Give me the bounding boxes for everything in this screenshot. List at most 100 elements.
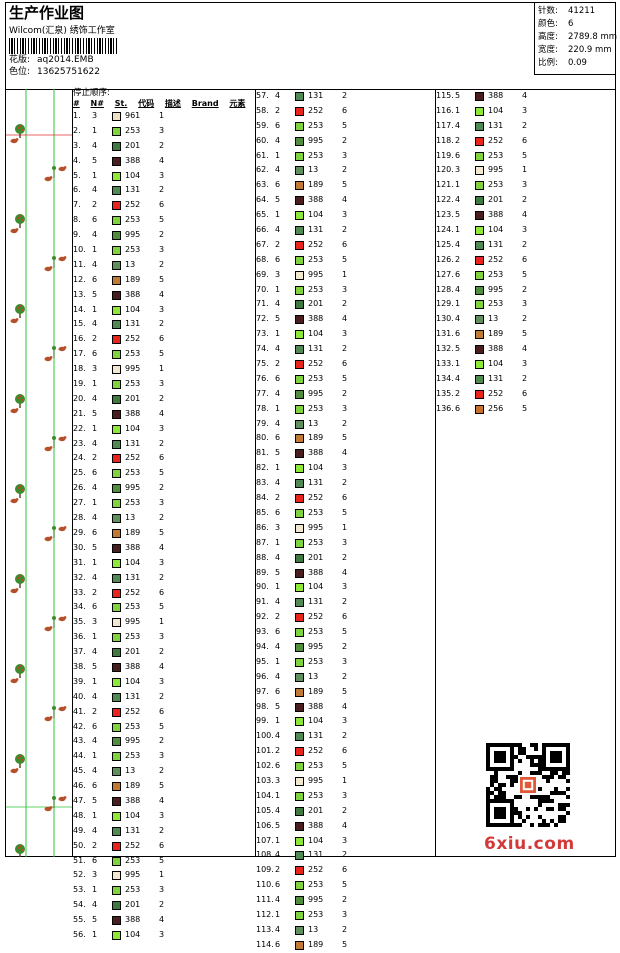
element-number: 3	[342, 463, 348, 473]
color-swatch	[112, 930, 121, 940]
element-number: 2	[342, 850, 348, 860]
color-code: 104	[125, 170, 141, 180]
stop-sequence-column-3: 115. 5 388 4 116. 1 104 3 117. 4 131 2 118. 2 252 6 119.…	[435, 89, 616, 857]
color-code: 253	[125, 885, 141, 895]
needle-number: 2	[275, 612, 281, 622]
table-row: 11. 4 13 2	[72, 258, 255, 273]
element-number: 5	[159, 215, 165, 225]
row-number: 119.	[436, 150, 454, 160]
element-number: 6	[159, 840, 165, 850]
color-code: 104	[308, 210, 324, 220]
color-code: 13	[308, 165, 319, 175]
color-code: 253	[125, 751, 141, 761]
table-row: 98. 5 388 4	[255, 700, 435, 715]
needle-number: 4	[275, 135, 281, 145]
color-code: 995	[308, 135, 324, 145]
row-number: 97.	[256, 686, 269, 696]
element-number: 2	[342, 225, 348, 235]
table-row: 67. 2 252 6	[255, 238, 435, 253]
table-row: 111. 4 995 2	[255, 893, 435, 908]
table-row: 30. 5 388 4	[72, 541, 255, 556]
element-number: 3	[342, 403, 348, 413]
needle-number: 1	[275, 150, 281, 160]
color-code: 253	[308, 403, 324, 413]
color-code: 131	[488, 373, 504, 383]
needle-number: 5	[92, 542, 98, 552]
element-number: 4	[522, 91, 528, 100]
color-code: 995	[125, 870, 141, 880]
color-swatch	[475, 285, 484, 295]
color-swatch	[475, 196, 484, 206]
table-row: 65. 1 104 3	[255, 208, 435, 223]
element-number: 4	[159, 155, 165, 165]
row-number: 63.	[256, 180, 269, 190]
color-swatch	[475, 345, 484, 355]
color-swatch	[475, 360, 484, 370]
needle-number: 1	[92, 170, 98, 180]
row-number: 38.	[73, 661, 86, 671]
needle-number: 6	[92, 781, 98, 791]
row-number: 133.	[436, 359, 454, 369]
qr-code	[486, 743, 570, 827]
element-number: 5	[159, 602, 165, 612]
element-number: 5	[342, 880, 348, 890]
color-code: 131	[488, 239, 504, 249]
color-code: 253	[308, 120, 324, 130]
element-number: 2	[159, 319, 165, 329]
needle-number: 1	[275, 329, 281, 339]
table-row: 90. 1 104 3	[255, 580, 435, 595]
element-number: 5	[159, 468, 165, 478]
table-row: 68. 6 253 5	[255, 253, 435, 268]
element-number: 2	[342, 91, 348, 100]
element-number: 1	[342, 522, 348, 532]
color-code: 253	[308, 656, 324, 666]
table-row: 49. 4 131 2	[72, 824, 255, 839]
color-code: 995	[308, 775, 324, 785]
table-row: 24. 2 252 6	[72, 451, 255, 466]
element-number: 1	[159, 870, 165, 880]
color-code: 189	[125, 274, 141, 284]
color-swatch	[112, 186, 121, 196]
color-swatch	[295, 92, 304, 101]
needle-number: 4	[275, 418, 281, 428]
table-row: 122. 4 201 2	[435, 193, 616, 208]
element-number: 3	[159, 379, 165, 389]
table-row: 59. 6 253 5	[255, 119, 435, 134]
needle-number: 5	[275, 567, 281, 577]
element-number: 4	[159, 661, 165, 671]
color-swatch	[112, 856, 121, 866]
color-code: 388	[125, 661, 141, 671]
color-swatch	[295, 330, 304, 340]
row-number: 11.	[73, 259, 86, 269]
color-swatch	[295, 881, 304, 891]
table-row: 93. 6 253 5	[255, 625, 435, 640]
color-code: 253	[308, 880, 324, 890]
color-swatch	[112, 439, 121, 449]
color-swatch	[475, 270, 484, 280]
element-number: 6	[159, 453, 165, 463]
stat-label: 针数:	[538, 6, 558, 16]
header-stitch: St.	[114, 99, 128, 108]
row-number: 100.	[256, 731, 274, 741]
element-number: 2	[159, 140, 165, 150]
needle-number: 6	[92, 527, 98, 537]
table-row: 1. 3 961 1	[72, 109, 255, 124]
table-row: 64. 5 388 4	[255, 193, 435, 208]
row-number: 4.	[73, 155, 81, 165]
element-number: 2	[159, 259, 165, 269]
table-row: 12. 6 189 5	[72, 273, 255, 288]
color-code: 253	[308, 254, 324, 264]
element-number: 5	[342, 180, 348, 190]
table-row: 77. 4 995 2	[255, 387, 435, 402]
row-number: 129.	[436, 299, 454, 309]
color-swatch	[295, 910, 304, 920]
needle-number: 6	[92, 468, 98, 478]
row-number: 61.	[256, 150, 269, 160]
needle-number: 3	[92, 111, 98, 120]
row-number: 74.	[256, 344, 269, 354]
color-swatch	[295, 613, 304, 623]
color-swatch	[475, 151, 484, 161]
element-number: 4	[159, 289, 165, 299]
needle-number: 3	[275, 522, 281, 532]
table-row: 86. 3 995 1	[255, 521, 435, 536]
